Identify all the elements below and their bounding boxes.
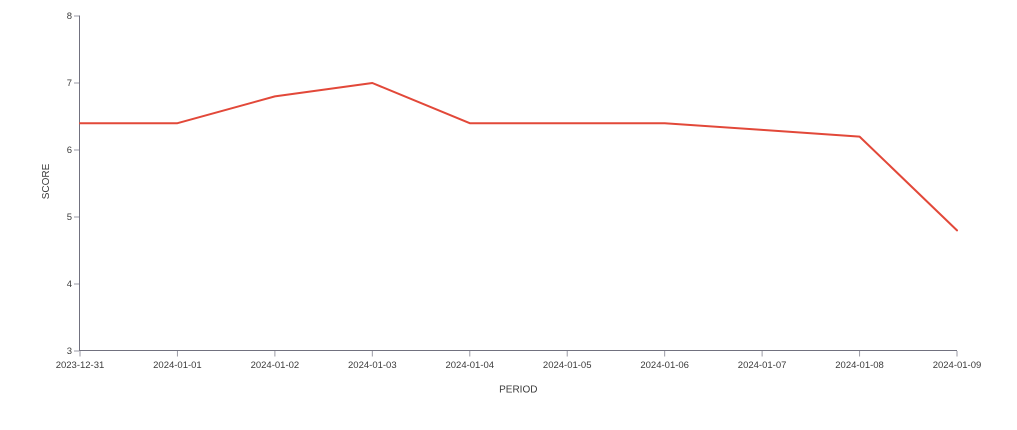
svg-text:2024-01-03: 2024-01-03 xyxy=(348,360,397,371)
svg-text:2024-01-05: 2024-01-05 xyxy=(543,360,592,371)
svg-text:2024-01-07: 2024-01-07 xyxy=(738,360,787,371)
svg-text:8: 8 xyxy=(67,11,72,22)
svg-text:2024-01-01: 2024-01-01 xyxy=(153,360,202,371)
svg-text:2023-12-31: 2023-12-31 xyxy=(56,360,105,371)
svg-text:4: 4 xyxy=(67,279,72,290)
svg-text:SCORE: SCORE xyxy=(41,163,52,199)
svg-text:3: 3 xyxy=(67,346,72,357)
svg-text:7: 7 xyxy=(67,78,72,89)
svg-text:PERIOD: PERIOD xyxy=(499,385,537,396)
svg-text:2024-01-09: 2024-01-09 xyxy=(933,360,982,371)
svg-text:2024-01-08: 2024-01-08 xyxy=(835,360,884,371)
svg-text:2024-01-02: 2024-01-02 xyxy=(251,360,300,371)
svg-text:6: 6 xyxy=(67,145,72,156)
svg-text:2024-01-06: 2024-01-06 xyxy=(640,360,689,371)
svg-text:5: 5 xyxy=(67,212,72,223)
svg-text:2024-01-04: 2024-01-04 xyxy=(445,360,494,371)
